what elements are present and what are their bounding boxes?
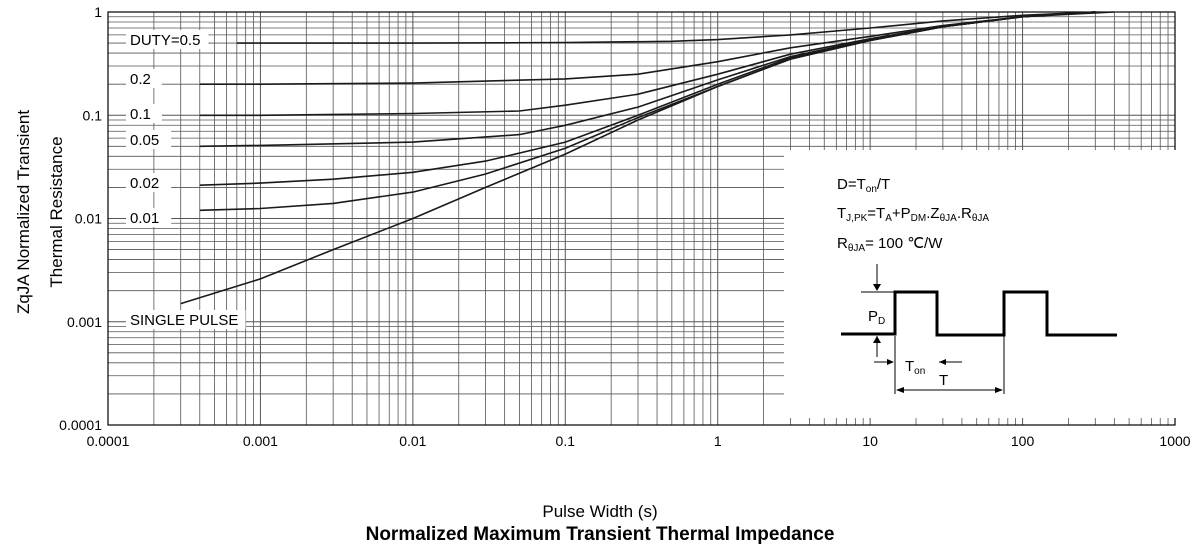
y-tick-label: 0.01 xyxy=(75,211,102,227)
series-label-2: 0.1 xyxy=(130,106,151,123)
series-label-bg xyxy=(126,208,172,227)
thermal-resistance-value: RθJA= 100 ℃/W xyxy=(837,235,943,254)
x-tick-label: 0.01 xyxy=(399,433,426,449)
pd-label: PD xyxy=(868,308,886,327)
series-line-2 xyxy=(199,11,1096,117)
series-line-6 xyxy=(180,11,1115,305)
series-label-bg xyxy=(126,30,209,49)
series-label-5: 0.01 xyxy=(130,210,159,227)
y-tick-label: 0.0001 xyxy=(59,417,102,433)
series-label-bg xyxy=(126,310,246,329)
ton-label: Ton xyxy=(905,358,926,377)
y-tick-label: 1 xyxy=(94,4,102,20)
pd-arrow-up xyxy=(873,336,881,343)
x-tick-label: 0.001 xyxy=(243,433,278,449)
series-label-0: DUTY=0.5 xyxy=(130,32,200,49)
series-line-1 xyxy=(199,11,1096,85)
tick-label-layer: 0.0001 0.001 0.01 0.1 1 10 100 1000 1 0.1 0.01 0.00… xyxy=(59,4,1191,449)
pd-arrow-down xyxy=(873,284,881,291)
series-label-4: 0.02 xyxy=(130,175,159,192)
x-tick-label: 0.1 xyxy=(556,433,576,449)
chart-title: Normalized Maximum Transient Thermal Imp… xyxy=(365,524,835,545)
series-label-bg xyxy=(126,69,162,88)
x-tick-label: 10 xyxy=(862,433,878,449)
series-label-6: SINGLE PULSE xyxy=(130,312,238,329)
x-tick-label: 100 xyxy=(1011,433,1035,449)
series-label-layer: DUTY=0.5 0.2 0.1 0.05 0.02 0.01 SINGLE PULSE xyxy=(126,30,246,329)
y-tick-label: 0.001 xyxy=(67,314,102,330)
x-tick-label: 1000 xyxy=(1159,433,1190,449)
duty-formula: D=Ton/T xyxy=(837,176,891,195)
pulse-train-diagram xyxy=(841,264,1117,394)
y-axis-label-line1: ZqJA Normalized Transient xyxy=(14,109,33,315)
series-label-bg xyxy=(126,173,172,192)
x-tick-label: 0.0001 xyxy=(87,433,130,449)
junction-temp-formula: TJ,PK=TA+PDM.ZθJA.RθJA xyxy=(837,205,990,224)
series-label-bg xyxy=(126,104,162,123)
series-layer xyxy=(180,11,1115,305)
series-label-1: 0.2 xyxy=(130,71,151,88)
period-arrow-right xyxy=(995,387,1003,393)
period-arrow-left xyxy=(896,387,904,393)
period-label: T xyxy=(939,372,949,389)
ton-arrow-left xyxy=(939,359,946,365)
series-label-3: 0.05 xyxy=(130,132,159,149)
x-tick-label: 1 xyxy=(714,433,722,449)
pulse-waveform xyxy=(841,290,1117,337)
duty-cycle-inset: D=Ton/T TJ,PK=TA+PDM.ZθJA.RθJA RθJA= 100… xyxy=(784,150,1179,418)
series-label-bg xyxy=(126,130,172,149)
y-axis-label-line2: Thermal Resistance xyxy=(47,136,66,288)
x-axis-label: Pulse Width (s) xyxy=(542,502,658,521)
y-tick-label: 0.1 xyxy=(83,107,103,123)
series-line-0 xyxy=(236,11,1096,44)
series-line-3 xyxy=(199,11,1096,148)
ton-arrow-right xyxy=(887,359,894,365)
